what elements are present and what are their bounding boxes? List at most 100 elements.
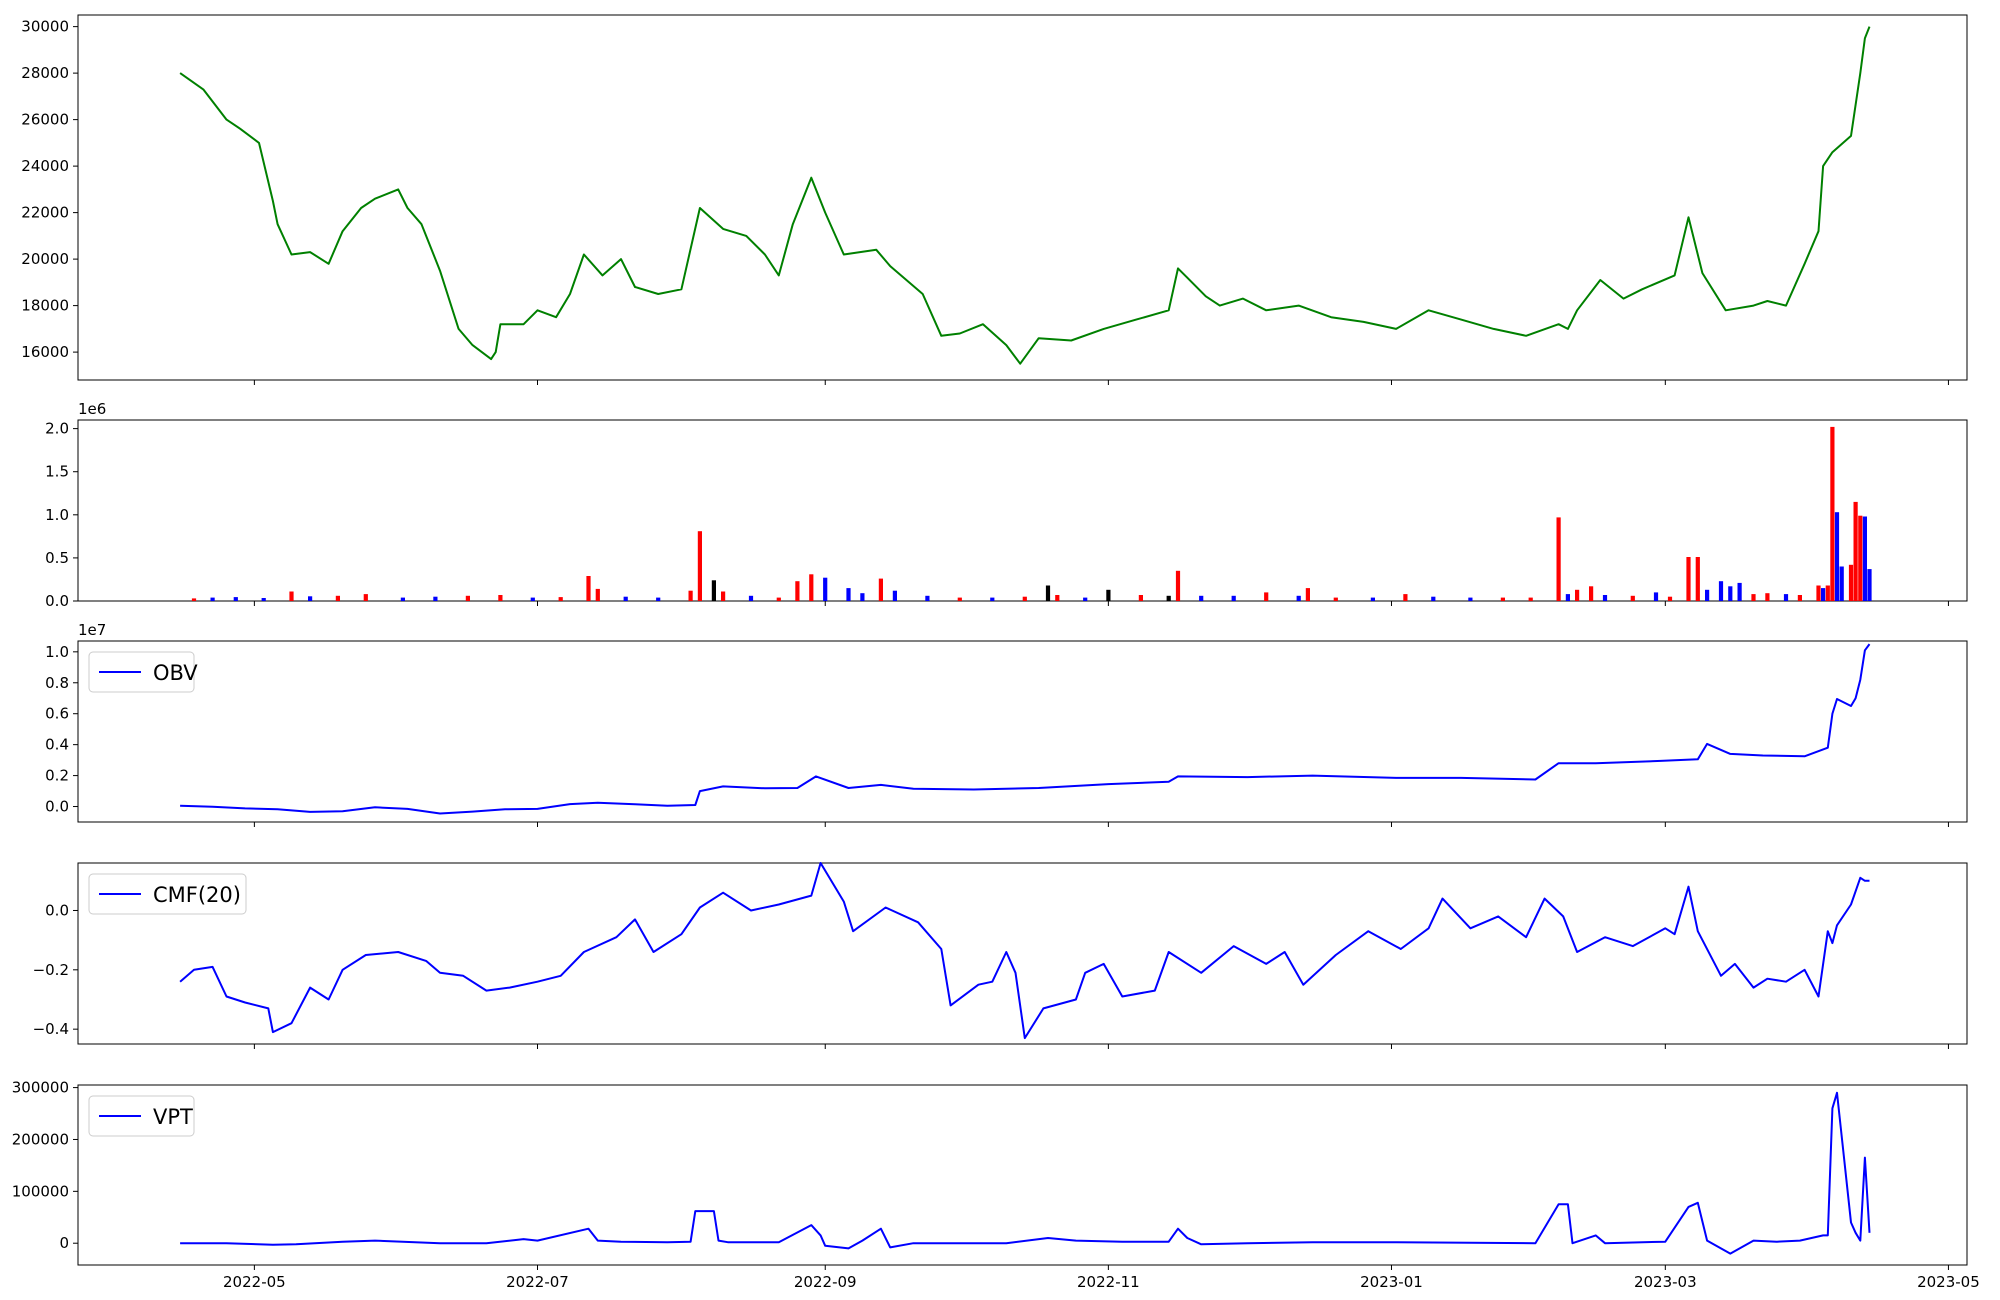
cmf-legend-box <box>88 873 247 915</box>
volume-bar <box>623 596 628 601</box>
volume-bar <box>558 597 563 601</box>
volume-bar <box>210 597 215 601</box>
volume-bar <box>191 598 197 601</box>
volume-bar <box>1728 586 1733 601</box>
volume-bar <box>1083 597 1088 601</box>
cmf-series-line <box>179 862 1870 1040</box>
volume-bar <box>1589 586 1594 601</box>
xtick-label: 2023-05 <box>1917 1273 1980 1291</box>
volume-axes-frame <box>77 419 1968 602</box>
vpt-axes-frame <box>77 1084 1968 1266</box>
volume-ytick-label: 0.5 <box>45 549 69 567</box>
volume-bar <box>1556 517 1561 601</box>
cmf-ytick-label: −0.2 <box>33 961 69 979</box>
volume-bar <box>233 597 238 601</box>
volume-bar <box>1867 569 1872 601</box>
volume-bar <box>1602 595 1608 601</box>
volume-bar <box>1575 589 1580 601</box>
price-axes-frame <box>77 14 1968 381</box>
volume-bar <box>1106 589 1111 601</box>
price-ytick-label: 24000 <box>21 157 69 175</box>
volume-bar <box>1839 566 1844 601</box>
volume-bar <box>595 588 600 601</box>
cmf-legend-label: CMF(20) <box>153 883 241 907</box>
xtick-label: 2022-09 <box>794 1273 857 1291</box>
volume-bar <box>1305 588 1310 601</box>
volume-bar <box>1565 594 1570 601</box>
volume-bar <box>363 594 368 601</box>
chart-volume: 0.0 0.5 1.0 1.5 2.0 1e6 <box>45 400 1968 610</box>
volume-bar <box>1175 570 1181 601</box>
volume-bar <box>1821 588 1826 601</box>
volume-bar <box>465 595 470 601</box>
volume-bar <box>697 531 702 601</box>
xtick-label: 2023-01 <box>1360 1273 1423 1291</box>
obv-axes-frame <box>77 640 1968 823</box>
volume-offset-label: 1e6 <box>78 400 106 418</box>
volume-bar <box>1862 516 1867 601</box>
price-ytick-label: 28000 <box>21 64 69 82</box>
vpt-series-line <box>180 1091 1871 1255</box>
vpt-ytick-label: 0 <box>59 1234 69 1252</box>
volume-bar <box>1022 596 1027 601</box>
volume-bar <box>846 588 851 601</box>
price-ytick-label: 20000 <box>21 250 69 268</box>
volume-bar <box>400 597 405 601</box>
vpt-ytick-label: 100000 <box>12 1182 69 1200</box>
price-ytick-label: 16000 <box>21 343 69 361</box>
volume-bar <box>1686 557 1691 601</box>
volume-bar <box>1765 593 1770 601</box>
volume-bar <box>530 597 535 601</box>
obv-ytick-label: 0.4 <box>45 736 69 754</box>
xtick-label: 2022-11 <box>1077 1273 1140 1291</box>
volume-ytick-label: 2.0 <box>45 420 69 438</box>
obv-ytick-label: 0.0 <box>45 798 69 816</box>
volume-bar <box>688 590 693 601</box>
chart-cmf: −0.4 −0.2 0.0 CMF(20) <box>33 862 1968 1049</box>
volume-bar <box>795 581 800 601</box>
volume-bar <box>1834 512 1840 601</box>
volume-bar <box>656 597 661 601</box>
volume-bar <box>586 576 591 601</box>
volume-bar <box>1830 426 1835 601</box>
volume-bar <box>1858 515 1863 601</box>
cmf-legend: CMF(20) <box>88 873 247 915</box>
volume-bar <box>1783 594 1789 601</box>
volume-bar <box>1737 582 1742 601</box>
price-ytick-label: 18000 <box>21 297 69 315</box>
vpt-ytick-label: 300000 <box>12 1079 69 1097</box>
volume-bar <box>1528 597 1533 601</box>
xtick-label: 2022-05 <box>223 1273 286 1291</box>
price-series-line <box>179 26 1871 365</box>
vpt-legend-box <box>88 1095 195 1137</box>
volume-bar <box>1500 597 1505 601</box>
cmf-ytick-label: 0.0 <box>45 901 69 919</box>
volume-bar <box>957 597 962 601</box>
volume-bar <box>809 574 814 601</box>
volume-bar <box>1370 597 1375 601</box>
volume-bar <box>1296 595 1301 601</box>
volume-bar <box>1705 589 1710 601</box>
cmf-ytick-label: −0.4 <box>33 1020 69 1038</box>
obv-offset-label: 1e7 <box>78 621 106 639</box>
volume-bar <box>1653 592 1659 601</box>
volume-bar <box>1695 557 1700 601</box>
volume-ytick-label: 1.0 <box>45 506 69 524</box>
volume-bar <box>1667 596 1673 601</box>
volume-bar <box>1333 597 1338 601</box>
obv-legend-box <box>88 651 195 693</box>
volume-bar <box>892 590 897 601</box>
volume-bar <box>1138 595 1143 601</box>
xtick-label: 2023-03 <box>1634 1273 1697 1291</box>
chart-vpt: 0 100000 200000 300000 VPT 2022-05 2022-07 2022… <box>12 1079 1980 1291</box>
volume-bar <box>1751 594 1756 601</box>
volume-bar <box>433 596 438 601</box>
volume-bar <box>1718 581 1724 601</box>
volume-bar <box>1431 596 1436 601</box>
obv-legend: OBV <box>88 651 198 693</box>
obv-series-line <box>180 643 1871 815</box>
obv-legend-label: OBV <box>153 661 198 685</box>
volume-bar <box>721 591 726 601</box>
volume-bar <box>1166 595 1171 601</box>
